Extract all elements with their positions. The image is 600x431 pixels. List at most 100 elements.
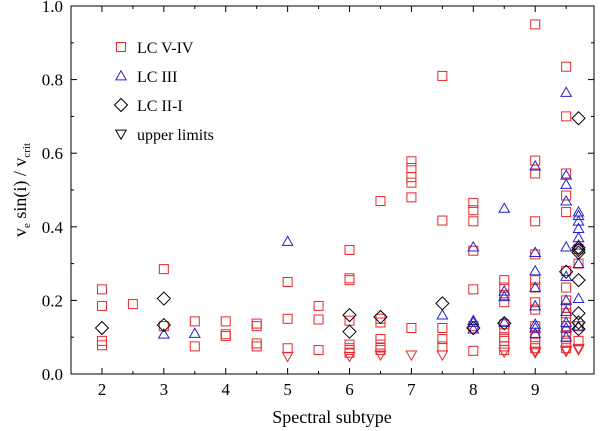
- data-point: [572, 215, 585, 226]
- data-point: [498, 290, 511, 302]
- data-point: [571, 321, 586, 337]
- data-point: [561, 282, 572, 293]
- legend-marker: [114, 129, 128, 141]
- data-point: [189, 341, 200, 352]
- data-point: [282, 343, 293, 354]
- data-point: [467, 322, 480, 334]
- y-tick-label: 0.4: [42, 218, 64, 237]
- data-point: [466, 320, 481, 336]
- series-lc-iii: [157, 86, 585, 342]
- data-point: [127, 299, 138, 310]
- data-point: [281, 235, 294, 246]
- data-point: [406, 177, 417, 188]
- data-point: [468, 197, 479, 208]
- data-point: [560, 330, 573, 342]
- x-tick-label: 4: [221, 380, 230, 399]
- data-point: [560, 346, 573, 358]
- data-point: [405, 350, 418, 362]
- data-point: [251, 338, 262, 349]
- data-point: [571, 111, 586, 126]
- data-point: [529, 281, 542, 292]
- data-point: [498, 316, 511, 327]
- data-point: [560, 345, 573, 357]
- data-point: [561, 61, 572, 72]
- data-point: [560, 294, 573, 305]
- data-point: [529, 327, 542, 338]
- data-point: [468, 216, 479, 227]
- data-point: [313, 345, 324, 356]
- series-upper-limits: [281, 343, 585, 363]
- data-point: [343, 351, 356, 363]
- y-axis-label: ve sin(i) / vcrit: [10, 143, 33, 237]
- data-point: [498, 202, 511, 213]
- data-point: [437, 215, 448, 226]
- data-point: [282, 277, 293, 287]
- data-point: [561, 265, 572, 276]
- data-point: [529, 264, 542, 276]
- data-point: [467, 240, 480, 252]
- data-point: [436, 308, 449, 320]
- data-point: [561, 207, 572, 218]
- data-point: [560, 194, 573, 206]
- data-point: [529, 348, 542, 359]
- data-point: [406, 156, 417, 167]
- data-point: [560, 316, 573, 327]
- data-point: [572, 292, 585, 303]
- data-point: [406, 162, 417, 173]
- data-point: [571, 272, 586, 288]
- x-tick-label: 7: [407, 380, 416, 399]
- data-point: [436, 350, 449, 362]
- data-point: [530, 249, 541, 260]
- legend-marker: [114, 69, 128, 81]
- y-tick-label: 0.2: [42, 291, 63, 310]
- data-point: [560, 86, 573, 97]
- data-point: [498, 347, 511, 359]
- data-point: [94, 320, 110, 336]
- data-point: [157, 328, 170, 339]
- legend-marker: [113, 97, 129, 113]
- data-point: [571, 240, 586, 255]
- legend-label: LC III: [137, 69, 177, 86]
- data-point: [96, 340, 107, 351]
- data-point: [572, 257, 585, 268]
- data-point: [560, 240, 573, 252]
- data-point: [375, 317, 386, 328]
- data-point: [530, 155, 541, 166]
- data-point: [561, 190, 572, 201]
- data-point: [342, 324, 357, 339]
- data-point: [499, 341, 510, 352]
- data-point: [251, 341, 262, 352]
- y-axis-label-v: v: [10, 228, 30, 237]
- data-point: [560, 305, 573, 316]
- axis-ticks: [71, 5, 594, 375]
- data-point: [530, 168, 541, 179]
- data-point: [499, 297, 510, 308]
- data-point: [220, 331, 231, 342]
- data-point: [375, 313, 386, 324]
- data-point: [158, 264, 169, 275]
- legend: LC V-IV LC III LC II-I upper limits: [113, 40, 214, 144]
- data-point: [96, 284, 107, 295]
- data-point: [158, 321, 169, 332]
- data-point: [375, 339, 386, 350]
- x-tick-label: 3: [160, 380, 169, 399]
- data-point: [499, 324, 510, 335]
- data-point: [529, 346, 542, 358]
- data-point: [437, 70, 448, 81]
- data-point: [571, 306, 586, 321]
- data-point: [374, 350, 387, 362]
- data-point: [96, 300, 107, 311]
- data-point: [572, 343, 585, 355]
- data-point: [156, 291, 172, 306]
- y-tick-label: 1.0: [42, 0, 63, 16]
- data-point: [251, 318, 262, 329]
- data-marks: [94, 19, 586, 363]
- data-point: [529, 321, 542, 333]
- data-point: [530, 19, 541, 30]
- data-point: [220, 316, 231, 327]
- y-axis-label-mid: sin(i) / v: [10, 158, 31, 224]
- x-axis-label: Spectral subtype: [272, 407, 391, 427]
- data-point: [313, 314, 324, 325]
- legend-label: upper limits: [137, 127, 214, 144]
